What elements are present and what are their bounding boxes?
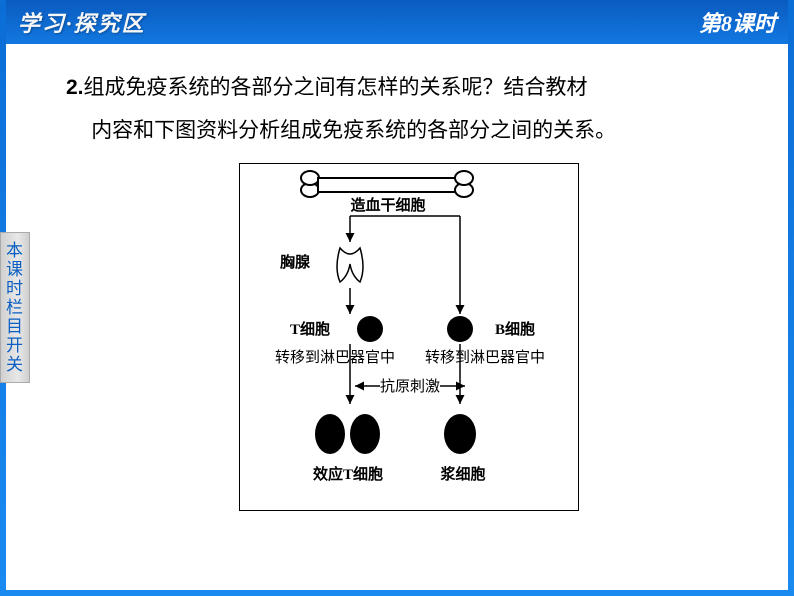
sidebar-label: 本课时栏目开关 [3,241,22,374]
sidebar-toggle[interactable]: 本课时栏目开关 [0,232,30,383]
question-number: 2. [66,76,84,99]
bcell-icon [447,316,473,342]
transfer-left: 转移到淋巴器官中 [275,349,395,366]
bcell-label: B细胞 [495,320,535,338]
thymus-label: 胸腺 [280,253,311,271]
tcell-label: T细胞 [290,320,330,338]
bone-icon [301,171,473,197]
thymus-icon [337,248,363,282]
question-line1: 组成免疫系统的各部分之间有怎样的关系呢？结合教材 [84,75,588,99]
eff-t-label: 效应T细胞 [313,465,383,483]
plasma-icon [444,414,476,454]
eff-t-icon-1 [315,414,345,454]
question-line2: 内容和下图资料分析组成免疫系统的各部分之间的关系。 [91,109,616,151]
content-area: 2.组成免疫系统的各部分之间有怎样的关系呢？结合教材 内容和下图资料分析组成免疫… [6,44,788,590]
stimulus-label: 抗原刺激 [380,378,440,395]
question-text: 2.组成免疫系统的各部分之间有怎样的关系呢？结合教材 内容和下图资料分析组成免疫… [66,66,752,151]
plasma-label: 浆细胞 [440,465,485,483]
immune-system-diagram: 造血干细胞 胸腺 T细胞 B细胞 转移到淋巴器官中 转移到淋巴器官中 [239,163,579,511]
transfer-right: 转移到淋巴器官中 [425,349,545,366]
eff-t-icon-2 [350,414,380,454]
root-label: 造血干细胞 [350,196,425,214]
tcell-icon [357,316,383,342]
